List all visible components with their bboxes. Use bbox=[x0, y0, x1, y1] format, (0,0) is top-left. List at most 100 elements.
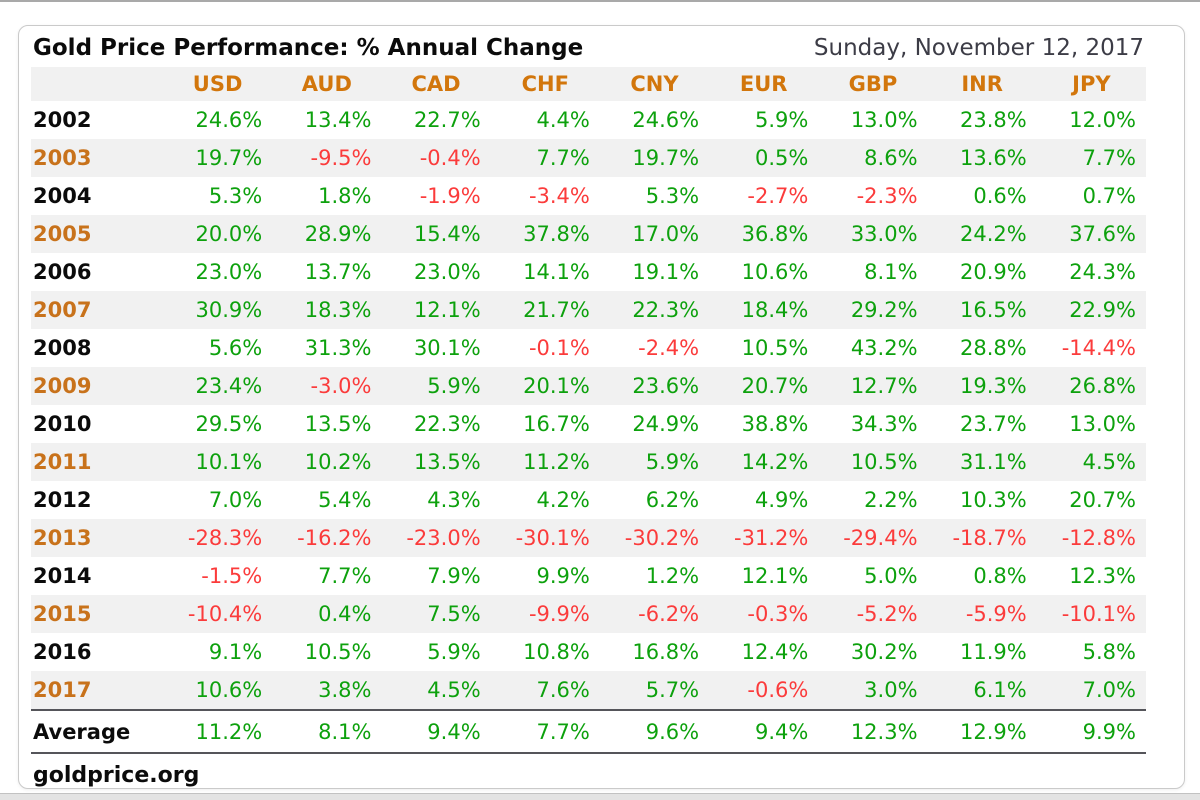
value-cell: 38.8% bbox=[741, 412, 809, 436]
table-row-2012: 2012 7.0% 5.4% 4.3% 4.2% 6.2% 4.9% 2.2% 10.3% 20.… bbox=[31, 481, 1146, 519]
value-cell: 14.2% bbox=[741, 450, 809, 474]
value-cell: 10.5% bbox=[304, 640, 372, 664]
year-label: 2003 bbox=[33, 146, 92, 170]
value-cell: 1.8% bbox=[318, 184, 372, 208]
value-cell: 3.0% bbox=[864, 678, 918, 702]
table-row-2016: 2016 9.1% 10.5% 5.9% 10.8% 16.8% 12.4% 30.2% 11.… bbox=[31, 633, 1146, 671]
table-row-2011: 2011 10.1% 10.2% 13.5% 11.2% 5.9% 14.2% 10.5% 31… bbox=[31, 443, 1146, 481]
value-cell: 15.4% bbox=[413, 222, 481, 246]
value-cell: 5.3% bbox=[208, 184, 263, 208]
value-cell: 0.4% bbox=[318, 602, 372, 626]
value-cell: 30.1% bbox=[413, 336, 481, 360]
gold-performance-card: Gold Price Performance: % Annual Change … bbox=[18, 25, 1185, 789]
value-cell: 4.5% bbox=[1082, 450, 1136, 474]
value-cell: -31.2% bbox=[734, 526, 809, 550]
column-header-gbp: GBP bbox=[818, 67, 928, 101]
value-cell: 16.5% bbox=[960, 298, 1027, 322]
value-cell: 1.2% bbox=[645, 564, 700, 588]
value-cell: 20.7% bbox=[1069, 488, 1136, 512]
value-cell: 0.8% bbox=[973, 564, 1027, 588]
column-header-chf: CHF bbox=[490, 67, 600, 101]
value-cell: 12.3% bbox=[1069, 564, 1136, 588]
value-cell: 19.7% bbox=[195, 146, 263, 170]
value-cell: -14.4% bbox=[1061, 336, 1136, 360]
site-source-label: goldprice.org bbox=[33, 763, 200, 788]
value-cell: -1.5% bbox=[201, 564, 263, 588]
value-cell: 28.8% bbox=[960, 336, 1027, 360]
value-cell: 20.7% bbox=[741, 374, 809, 398]
value-cell: 37.6% bbox=[1069, 222, 1136, 246]
value-cell: 10.2% bbox=[304, 450, 372, 474]
year-label: 2017 bbox=[33, 678, 92, 702]
value-cell: 20.9% bbox=[960, 260, 1027, 284]
year-label: 2004 bbox=[33, 184, 92, 208]
value-cell: 7.7% bbox=[536, 146, 590, 170]
value-cell: 7.0% bbox=[1082, 678, 1136, 702]
row-header-corner bbox=[31, 67, 163, 101]
value-cell: 23.7% bbox=[960, 412, 1027, 436]
value-cell: 4.9% bbox=[754, 488, 809, 512]
year-label: 2011 bbox=[33, 450, 92, 474]
value-cell: -16.2% bbox=[297, 526, 372, 550]
average-label: Average bbox=[33, 719, 131, 744]
value-cell: 23.4% bbox=[195, 374, 263, 398]
table-row-2008: 2008 5.6% 31.3% 30.1% -0.1% -2.4% 10.5% 43.2% 28… bbox=[31, 329, 1146, 367]
value-cell: 8.1% bbox=[864, 260, 918, 284]
year-label: 2006 bbox=[33, 260, 92, 284]
value-cell: -10.1% bbox=[1061, 602, 1136, 626]
year-label: 2007 bbox=[33, 298, 92, 322]
value-cell: 11.2% bbox=[523, 450, 590, 474]
value-cell: 16.8% bbox=[632, 640, 700, 664]
value-cell: -2.3% bbox=[856, 184, 918, 208]
value-cell: 22.3% bbox=[632, 298, 700, 322]
value-cell: 17.0% bbox=[632, 222, 700, 246]
column-header-usd: USD bbox=[163, 67, 273, 101]
value-cell: -10.4% bbox=[187, 602, 263, 626]
value-cell: 24.6% bbox=[195, 108, 263, 132]
value-cell: 13.4% bbox=[304, 108, 372, 132]
column-header-jpy: JPY bbox=[1036, 67, 1146, 101]
value-cell: 18.4% bbox=[741, 298, 809, 322]
value-cell: 19.1% bbox=[632, 260, 700, 284]
value-cell: 26.8% bbox=[1069, 374, 1136, 398]
value-cell: -23.0% bbox=[406, 526, 481, 550]
value-cell: 30.9% bbox=[195, 298, 263, 322]
page-title: Gold Price Performance: % Annual Change bbox=[33, 35, 584, 61]
year-label: 2016 bbox=[33, 640, 92, 664]
value-cell: 23.8% bbox=[960, 108, 1027, 132]
value-cell: 7.7% bbox=[318, 564, 372, 588]
date-label: Sunday, November 12, 2017 bbox=[813, 35, 1144, 61]
table-row-2014: 2014 -1.5% 7.7% 7.9% 9.9% 1.2% 12.1% 5.0% 0.8% 12… bbox=[31, 557, 1146, 595]
performance-table: USD AUD CAD CHF CNY EUR GBP INR JPY 2002 24.6% 13.… bbox=[31, 67, 1146, 754]
value-cell: -0.4% bbox=[419, 146, 481, 170]
value-cell: 5.6% bbox=[208, 336, 263, 360]
column-header-eur: EUR bbox=[709, 67, 819, 101]
card-header: Gold Price Performance: % Annual Change … bbox=[31, 32, 1172, 67]
value-cell: 12.1% bbox=[413, 298, 481, 322]
value-cell: 13.5% bbox=[304, 412, 372, 436]
table-row-2002: 2002 24.6% 13.4% 22.7% 4.4% 24.6% 5.9% 13.0% 23.… bbox=[31, 101, 1146, 139]
value-cell: -30.1% bbox=[515, 526, 590, 550]
value-cell: 12.4% bbox=[741, 640, 809, 664]
value-cell: 10.5% bbox=[850, 450, 918, 474]
value-cell: 6.1% bbox=[973, 678, 1027, 702]
value-cell: 5.7% bbox=[645, 678, 700, 702]
value-cell: 6.2% bbox=[645, 488, 700, 512]
value-cell: 22.3% bbox=[413, 412, 481, 436]
value-cell: 10.8% bbox=[523, 640, 590, 664]
year-label: 2013 bbox=[33, 526, 92, 550]
year-label: 2015 bbox=[33, 602, 92, 626]
value-cell: 31.3% bbox=[304, 336, 372, 360]
value-cell: 5.0% bbox=[864, 564, 918, 588]
value-cell: 0.5% bbox=[754, 146, 809, 170]
value-cell: 12.1% bbox=[741, 564, 809, 588]
value-cell: -3.0% bbox=[310, 374, 372, 398]
value-cell: 24.6% bbox=[632, 108, 700, 132]
value-cell: 13.0% bbox=[1069, 412, 1136, 436]
value-cell: 9.9% bbox=[1082, 719, 1136, 744]
value-cell: 12.9% bbox=[960, 719, 1027, 744]
value-cell: 13.0% bbox=[850, 108, 918, 132]
bottom-window-edge bbox=[0, 793, 1200, 800]
value-cell: 13.7% bbox=[304, 260, 372, 284]
value-cell: -2.7% bbox=[747, 184, 809, 208]
